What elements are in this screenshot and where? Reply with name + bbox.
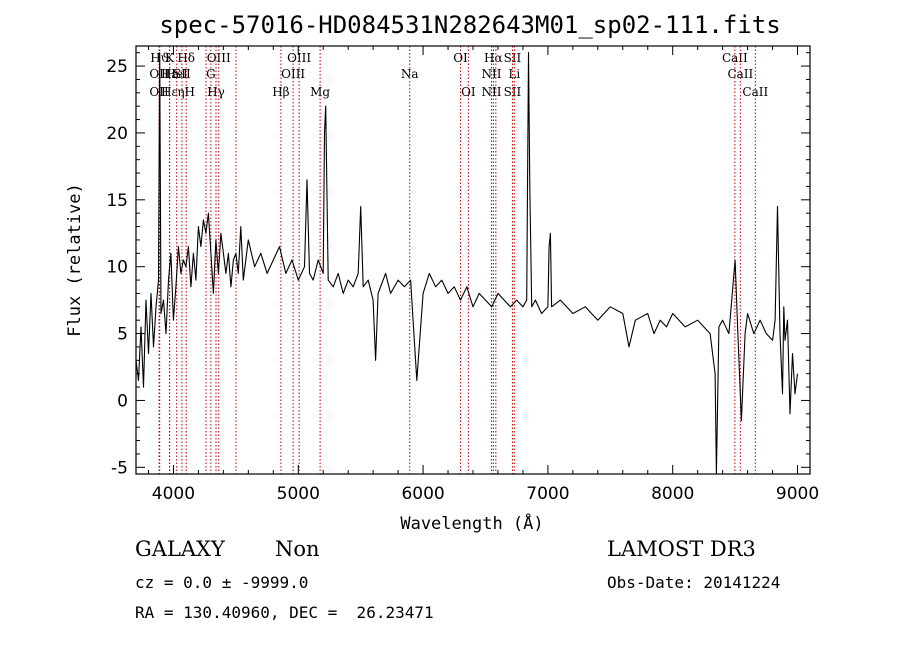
- spectral-line-label: SII: [504, 85, 522, 99]
- y-tick-label: 15: [106, 191, 128, 211]
- spectral-line-label: Hδ: [177, 51, 195, 65]
- y-tick-label: 10: [106, 258, 128, 278]
- observation-date: Obs-Date: 20141224: [607, 573, 781, 592]
- spectral-line-label: OIII: [207, 51, 231, 65]
- x-tick-label: 8000: [651, 484, 694, 504]
- x-tick-label: 6000: [401, 484, 444, 504]
- spectral-line-label: OIII: [287, 51, 311, 65]
- object-class: GALAXY: [135, 537, 225, 561]
- spectral-line-label: Li: [508, 67, 520, 81]
- x-axis-label: Wavelength (Å): [400, 512, 543, 534]
- spectral-line-label: SII: [504, 51, 522, 65]
- spectral-line-label: Hγ: [207, 85, 225, 99]
- spectral-line-label: ηH: [177, 85, 195, 99]
- object-subclass: Non: [275, 537, 320, 561]
- spectral-line-label: CaII: [742, 85, 768, 99]
- y-axis-label: Flux (relative): [65, 183, 85, 337]
- x-tick-label: 9000: [776, 484, 819, 504]
- y-tick-label: 5: [117, 325, 128, 345]
- x-tick-label: 7000: [526, 484, 569, 504]
- spectral-line-label: CaII: [722, 51, 748, 65]
- spectrum-series-line: [135, 52, 799, 475]
- survey-name: LAMOST DR3: [607, 537, 756, 561]
- y-tick-label: 20: [106, 124, 128, 144]
- spectral-line-label: OIII: [281, 67, 305, 81]
- x-tick-label: 4000: [152, 484, 195, 504]
- spectral-line-label: NII: [481, 67, 501, 81]
- redshift-cz: cz = 0.0 ± -9999.0: [135, 573, 309, 592]
- spectral-line-label: K: [165, 51, 175, 65]
- spectral-line-label: CaII: [727, 67, 753, 81]
- x-tick-label: 5000: [277, 484, 320, 504]
- spectral-line-label: Mg: [310, 85, 330, 99]
- spectral-line-label: Na: [401, 67, 419, 81]
- plot-area: OIIOIIHϑHεHεKHeISIIHδηHGHγOIIIHβOIIIOIII…: [106, 45, 819, 504]
- spectral-line-label: G: [206, 67, 216, 81]
- spectral-line-label: OI: [461, 85, 476, 99]
- spectral-line-label: NII: [481, 85, 501, 99]
- spectral-line-label: SII: [173, 67, 191, 81]
- spectral-line-label: OI: [453, 51, 468, 65]
- spectral-line-label: HeI: [166, 67, 189, 81]
- chart-title: spec-57016-HD084531N282643M01_sp02-111.f…: [159, 11, 780, 39]
- y-tick-label: 0: [117, 391, 128, 411]
- spectral-line-label: Hα: [484, 51, 503, 65]
- ra-dec-coordinates: RA = 130.40960, DEC = 26.23471: [135, 603, 434, 622]
- y-tick-label: 25: [106, 57, 128, 77]
- spectral-line-label: Hβ: [272, 85, 289, 99]
- y-tick-label: -5: [111, 458, 128, 478]
